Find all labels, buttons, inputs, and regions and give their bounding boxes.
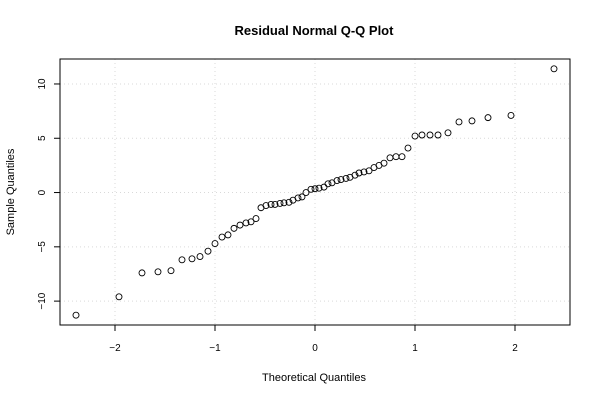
data-point bbox=[267, 201, 275, 208]
data-point bbox=[351, 171, 359, 179]
data-point bbox=[444, 129, 452, 137]
data-point bbox=[167, 267, 175, 275]
y-tick-label: −10 bbox=[37, 292, 48, 309]
data-point bbox=[178, 256, 186, 264]
x-tick-label: −1 bbox=[209, 343, 221, 354]
data-point bbox=[262, 202, 270, 210]
data-point bbox=[271, 201, 279, 208]
x-axis: −2 −1 0 1 2 bbox=[109, 325, 518, 354]
x-axis-label: Theoretical Quantiles bbox=[262, 372, 366, 384]
data-point bbox=[418, 131, 426, 139]
data-point bbox=[355, 169, 363, 177]
data-point bbox=[218, 233, 226, 241]
data-point bbox=[188, 255, 196, 263]
data-point bbox=[380, 159, 388, 167]
data-point bbox=[426, 131, 434, 139]
data-point bbox=[398, 153, 406, 161]
data-point bbox=[386, 154, 394, 162]
y-axis-label: Sample Quantiles bbox=[5, 148, 17, 235]
data-point bbox=[236, 221, 244, 229]
data-point bbox=[230, 224, 238, 232]
data-point bbox=[484, 114, 492, 122]
data-point bbox=[115, 293, 123, 301]
data-point bbox=[154, 268, 162, 276]
data-point bbox=[360, 168, 368, 176]
data-point bbox=[247, 218, 255, 226]
data-point bbox=[333, 177, 341, 185]
data-point bbox=[276, 199, 284, 207]
x-tick-label: 1 bbox=[412, 343, 418, 354]
data-point bbox=[302, 189, 310, 196]
data-point bbox=[294, 194, 302, 202]
y-axis: −10 −5 0 5 10 bbox=[37, 78, 60, 310]
data-point bbox=[365, 167, 373, 175]
data-point bbox=[392, 153, 400, 161]
data-point bbox=[404, 144, 412, 152]
grid bbox=[60, 59, 570, 325]
data-point bbox=[242, 219, 250, 227]
data-point bbox=[298, 193, 306, 201]
data-point bbox=[307, 185, 315, 193]
y-tick-label: −5 bbox=[37, 241, 48, 253]
data-point bbox=[550, 65, 558, 73]
x-tick-label: 0 bbox=[312, 343, 318, 354]
chart-title: Residual Normal Q-Q Plot bbox=[235, 23, 395, 38]
y-tick-label: 0 bbox=[37, 189, 48, 195]
data-point bbox=[72, 311, 80, 319]
data-point bbox=[468, 117, 476, 125]
data-points bbox=[72, 65, 558, 319]
data-point bbox=[311, 185, 319, 193]
data-point bbox=[455, 118, 463, 126]
data-point bbox=[224, 231, 232, 239]
x-tick-label: −2 bbox=[109, 343, 121, 354]
y-tick-label: 5 bbox=[37, 135, 48, 141]
data-point bbox=[342, 174, 350, 182]
data-point bbox=[280, 199, 288, 207]
data-point bbox=[507, 112, 515, 119]
data-point bbox=[434, 131, 442, 139]
data-point bbox=[252, 215, 260, 223]
data-point bbox=[196, 253, 204, 261]
data-point bbox=[337, 176, 345, 183]
data-point bbox=[138, 269, 146, 277]
data-point bbox=[285, 198, 293, 206]
data-point bbox=[211, 240, 219, 248]
data-point bbox=[315, 184, 323, 192]
y-tick-label: 10 bbox=[37, 78, 48, 90]
data-point bbox=[324, 180, 332, 188]
data-point bbox=[411, 132, 419, 140]
x-tick-label: 2 bbox=[512, 343, 518, 354]
data-point bbox=[204, 247, 212, 255]
